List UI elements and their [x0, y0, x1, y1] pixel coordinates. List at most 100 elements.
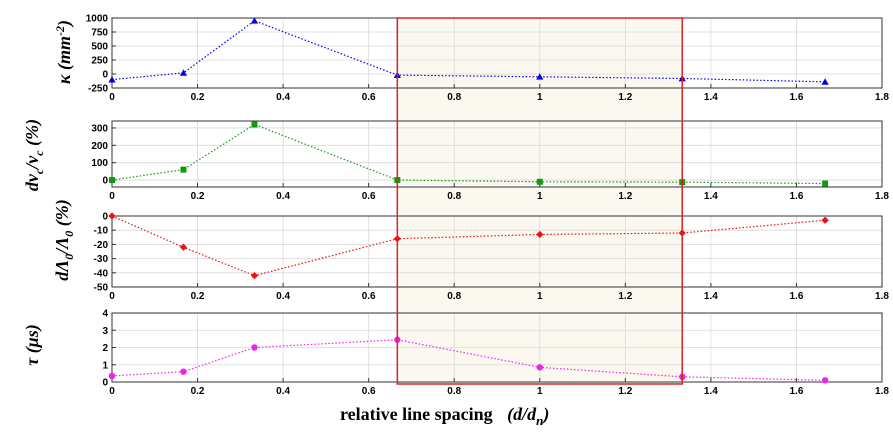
highlight-border-layer	[396, 17, 683, 385]
x-tick-label: 0.6	[362, 92, 376, 103]
y-axis-label-tau-part: τ (μs)	[22, 324, 43, 366]
x-tick-label: 0.6	[362, 386, 376, 397]
panel-2: 0 0.2 0.4 0.6 0.8 1 1.2 1.4 1.6 1.8 300 200 100 0	[91, 120, 889, 202]
x-tick-label: 0.2	[191, 92, 205, 103]
x-tick-label: 0	[109, 92, 115, 103]
y-tick-label: 4	[102, 309, 108, 320]
data-point	[821, 377, 829, 384]
x-tick-label: 1.8	[875, 92, 889, 103]
y-tick-label: 200	[91, 141, 108, 152]
data-point	[179, 243, 188, 251]
y-axis-label-kappa-part: )	[54, 20, 75, 28]
x-tick-label: 1	[537, 386, 543, 397]
x-axis-label-layer: relative line spacing (d/dn)	[340, 404, 549, 428]
x-tick-label: 1.6	[789, 92, 803, 103]
y-axis-label-dlambda: dΛ0/Λ0 (%)	[52, 199, 76, 281]
y-tick-label: 750	[91, 28, 108, 39]
y-tick-label: 2	[102, 343, 108, 354]
x-tick-label: 1.8	[875, 386, 889, 397]
data-point	[179, 69, 188, 76]
x-tick-label: 0.8	[447, 386, 461, 397]
y-tick-label: -30	[94, 254, 109, 265]
y-axis-label-dlambda-part: 0	[62, 231, 76, 237]
x-tick-label: 0.6	[362, 191, 376, 202]
y-tick-label: 0	[102, 378, 108, 389]
data-point	[251, 121, 258, 128]
x-tick-label: 1.6	[789, 191, 803, 202]
data-point	[821, 78, 829, 85]
highlight-region-border	[396, 17, 683, 385]
data-point	[536, 178, 543, 185]
y-axis-label-kappa: κ (mm-2)	[53, 20, 75, 84]
y-tick-label: 3	[102, 326, 108, 337]
y-axis-label-kappa-part: κ (mm	[54, 36, 75, 84]
data-point	[251, 344, 258, 351]
x-tick-label: 0	[109, 291, 115, 302]
y-tick-label: -50	[94, 283, 109, 294]
x-tick-label: 0	[109, 386, 115, 397]
x-tick-label: 1.2	[618, 386, 632, 397]
data-point	[108, 76, 116, 83]
x-tick-label: 1.6	[789, 386, 803, 397]
x-tick-label: 0.8	[447, 291, 461, 302]
y-axis-label-dlambda-part: 0	[62, 254, 76, 260]
x-tick-label: 0.8	[447, 92, 461, 103]
y-axis-label-dlambda-part: (%)	[52, 199, 73, 230]
panel-3: 0 0.2 0.4 0.6 0.8 1 1.2 1.4 1.6 1.8 0 -10 -20 -30 -40 -…	[94, 212, 890, 303]
y-tick-label: 100	[91, 158, 108, 169]
y-tick-label: -250	[88, 84, 108, 95]
data-point	[180, 166, 187, 173]
y-tick-label: 0	[102, 70, 108, 81]
x-tick-label: 0.4	[276, 92, 290, 103]
y-axis-label-dnu-part: dν	[22, 173, 42, 191]
y-axis-label-tau: τ (μs)	[22, 324, 43, 366]
x-tick-label: 0.2	[191, 291, 205, 302]
x-tick-label: 1.4	[704, 291, 718, 302]
x-tick-label: 1.6	[789, 291, 803, 302]
x-axis-label: relative line spacing (d/dn)	[340, 404, 549, 428]
x-tick-label: 1.2	[618, 291, 632, 302]
x-tick-label: 1.4	[704, 386, 718, 397]
y-tick-label: 300	[91, 123, 108, 134]
y-axis-label-dnu-part: c	[32, 168, 46, 174]
x-tick-label: 0	[109, 191, 115, 202]
data-point	[108, 372, 116, 380]
y-tick-label: -40	[94, 268, 109, 279]
panel-frame	[111, 215, 883, 288]
x-tick-label: 1.2	[618, 191, 632, 202]
x-tick-label: 0.6	[362, 291, 376, 302]
y-tick-label: -20	[94, 240, 109, 251]
x-tick-label: 1	[537, 291, 543, 302]
y-tick-label: 250	[91, 56, 108, 67]
panel-frame	[111, 120, 883, 188]
y-tick-label: 1	[102, 360, 108, 371]
data-point	[250, 272, 259, 280]
y-axis-label-dnu-part: (%)	[22, 119, 43, 150]
x-tick-label: 1	[537, 191, 543, 202]
data-point	[536, 230, 544, 239]
data-point	[821, 216, 829, 224]
x-tick-label: 1.8	[875, 291, 889, 302]
y-tick-label: -10	[94, 226, 109, 237]
y-axis-label-dnu-part: /ν	[22, 155, 42, 171]
data-point	[180, 368, 187, 375]
x-tick-label: 1.4	[704, 92, 718, 103]
data-point	[822, 180, 829, 187]
x-tick-label: 1.4	[704, 191, 718, 202]
y-axis-label-dlambda-part: /Λ	[52, 237, 72, 256]
x-tick-label: 0.4	[276, 386, 290, 397]
x-tick-label: 1.2	[618, 92, 632, 103]
y-axis-labels-layer: κ (mm-2)dνc/νc (%)dΛ0/Λ0 (%)τ (μs)	[22, 20, 76, 366]
y-tick-label: 1000	[86, 14, 109, 25]
data-point	[536, 364, 543, 371]
y-axis-label-dlambda-part: dΛ	[52, 260, 72, 281]
data-point	[536, 73, 544, 80]
y-tick-label: 0	[102, 212, 108, 223]
y-tick-label: 500	[91, 42, 108, 53]
y-axis-label-dnu-part: c	[32, 150, 46, 156]
data-point	[108, 212, 116, 220]
x-tick-label: 0.8	[447, 191, 461, 202]
x-tick-label: 0.4	[276, 291, 290, 302]
x-tick-label: 0.2	[191, 386, 205, 397]
